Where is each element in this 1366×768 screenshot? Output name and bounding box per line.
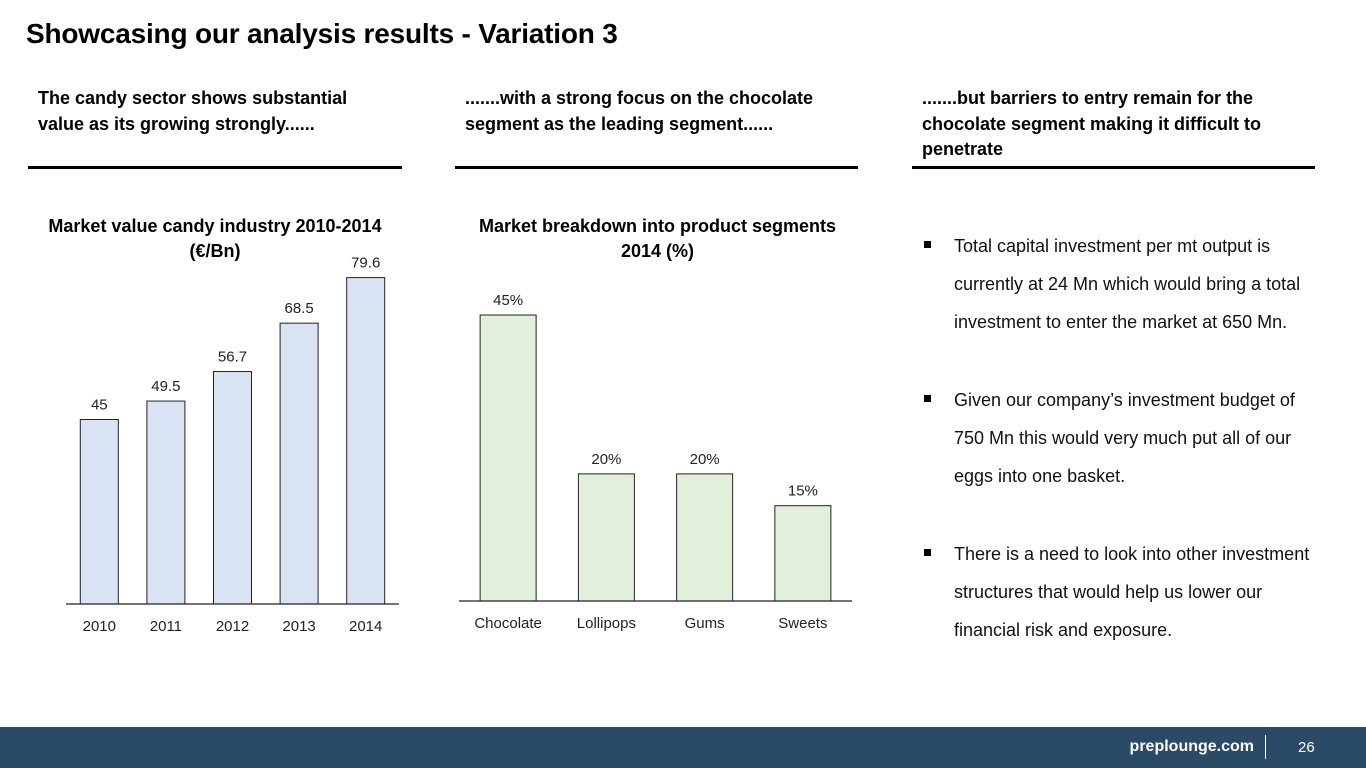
bar-sweets <box>774 505 832 602</box>
column-rule-middle <box>455 166 858 169</box>
bullet-text: Given our company’s investment budget of… <box>954 390 1295 486</box>
footer-divider <box>1265 735 1266 759</box>
tick-label: 2012 <box>216 618 249 635</box>
tick-label: Chocolate <box>474 615 542 632</box>
data-label: 15% <box>788 483 818 500</box>
data-label: 45% <box>493 292 523 309</box>
column-heading-right: .......but barriers to entry remain for … <box>922 88 1262 159</box>
bullet-text: There is a need to look into other inves… <box>954 544 1310 640</box>
tick-label: Sweets <box>778 615 827 632</box>
bullet-square-icon <box>924 549 931 556</box>
column-heading-left: The candy sector shows substantial value… <box>38 88 348 134</box>
data-label: 68.5 <box>284 300 313 317</box>
bar-chocolate <box>479 314 537 602</box>
data-label: 45 <box>91 397 108 414</box>
bullet-square-icon <box>924 241 931 248</box>
chart-title-market-value: Market value candy industry 2010-2014 (€… <box>48 216 382 261</box>
column-heading-middle: .......with a strong focus on the chocol… <box>465 88 814 134</box>
bar-2014 <box>346 277 386 605</box>
column-rule-right <box>912 166 1315 169</box>
footer-brand: preplounge.com <box>1129 738 1254 755</box>
tick-label: 2014 <box>349 618 382 635</box>
bullet-square-icon <box>924 395 931 402</box>
column-rule-left <box>28 166 402 169</box>
tick-label: 2013 <box>282 618 315 635</box>
tick-label: Gums <box>685 615 725 632</box>
tick-label: Lollipops <box>577 615 636 632</box>
bar-2010 <box>79 419 119 605</box>
footer-bar: preplounge.com 26 <box>0 727 1366 768</box>
bullet-item: Given our company’s investment budget of… <box>920 381 1315 495</box>
data-label: 20% <box>690 451 720 468</box>
page-title: Showcasing our analysis results - Variat… <box>26 18 618 49</box>
bar-lollipops <box>577 473 635 602</box>
bar-2011 <box>146 400 186 605</box>
bullet-list: Total capital investment per mt output i… <box>920 227 1315 689</box>
market-breakdown-bar-chart: 45% Chocolate 20% Lollipops 20% Gums 15% Sweets <box>459 292 852 632</box>
data-label: 79.6 <box>351 255 380 272</box>
bar-2012 <box>213 371 252 605</box>
tick-label: 2011 <box>150 618 182 635</box>
bullet-text: Total capital investment per mt output i… <box>954 236 1301 332</box>
bar-gums <box>676 473 734 602</box>
data-label: 20% <box>591 451 621 468</box>
bullet-item: Total capital investment per mt output i… <box>920 227 1315 341</box>
data-label: 49.5 <box>151 378 180 395</box>
data-label: 56.7 <box>218 349 247 366</box>
tick-label: 2010 <box>83 618 116 635</box>
page-number: 26 <box>1298 739 1315 756</box>
bullet-item: There is a need to look into other inves… <box>920 535 1315 649</box>
market-value-bar-chart: 45 2010 49.5 2011 56.7 2012 68.5 2013 79.6 2014 <box>66 255 399 635</box>
chart-title-market-breakdown: Market breakdown into product segments 2… <box>478 216 837 261</box>
